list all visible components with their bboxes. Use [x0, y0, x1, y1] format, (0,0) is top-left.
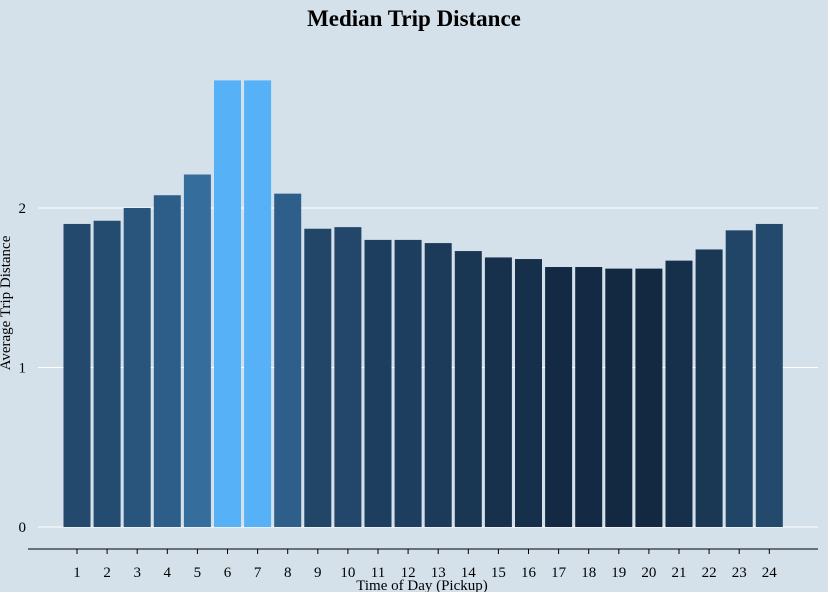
- x-tick-label: 10: [340, 565, 355, 581]
- x-tick-label: 7: [254, 565, 262, 581]
- bar-19: [605, 268, 633, 527]
- bars: [63, 80, 783, 528]
- x-tick-label: 24: [762, 565, 778, 581]
- y-tick-label: 2: [19, 201, 27, 217]
- x-tick-label: 3: [133, 565, 141, 581]
- x-tick-label: 23: [732, 565, 747, 581]
- bar-21: [665, 260, 693, 527]
- bar-24: [755, 223, 783, 527]
- x-tick-label: 13: [431, 565, 446, 581]
- bar-10: [334, 227, 362, 527]
- bar-18: [575, 267, 603, 527]
- x-tick-label: 1: [73, 565, 81, 581]
- x-tick-label: 9: [314, 565, 322, 581]
- y-tick-label: 0: [19, 520, 27, 536]
- x-tick-label: 15: [491, 565, 506, 581]
- bar-12: [394, 239, 422, 527]
- x-tick-label: 5: [194, 565, 202, 581]
- bar-7: [244, 80, 272, 528]
- bar-8: [274, 193, 302, 527]
- x-tick-label: 18: [581, 565, 596, 581]
- bar-6: [214, 80, 241, 528]
- x-tick-label: 6: [224, 565, 232, 581]
- y-axis-title: Average Trip Distance: [0, 235, 14, 370]
- x-tick-labels: 1 2 3 4 5 6 7 8 9 10 11 12 13 14 15 16 17 18 19 20 21 22 23 24: [73, 549, 777, 581]
- bar-9: [304, 228, 332, 528]
- x-tick-label: 16: [521, 565, 537, 581]
- x-tick-label: 20: [641, 565, 656, 581]
- bar-17: [545, 267, 573, 527]
- bar-11: [364, 239, 392, 527]
- bar-2: [93, 220, 121, 527]
- bar-14: [454, 251, 482, 527]
- chart-title: Median Trip Distance: [307, 6, 521, 31]
- x-tick-label: 19: [611, 565, 626, 581]
- bar-22: [695, 249, 723, 527]
- bar-4: [153, 195, 181, 528]
- x-tick-label: 11: [371, 565, 385, 581]
- bar-1: [63, 223, 91, 527]
- x-tick-label: 4: [164, 565, 172, 581]
- bar-13: [424, 243, 452, 527]
- x-axis-title: Time of Day (Pickup): [356, 578, 488, 592]
- x-tick-label: 17: [551, 565, 567, 581]
- bar-20: [635, 268, 663, 527]
- x-tick-label: 2: [103, 565, 111, 581]
- x-tick-label: 21: [672, 565, 687, 581]
- bar-3: [123, 208, 151, 527]
- x-tick-label: 22: [702, 565, 717, 581]
- x-tick-label: 12: [401, 565, 416, 581]
- y-tick-labels: 0 1 2: [19, 201, 27, 536]
- bar-23: [725, 230, 753, 527]
- bar-5: [183, 174, 211, 527]
- bar-16: [515, 259, 542, 527]
- bar-15: [484, 257, 512, 527]
- y-tick-label: 1: [19, 361, 27, 377]
- x-tick-label: 14: [461, 565, 477, 581]
- x-tick-label: 8: [284, 565, 292, 581]
